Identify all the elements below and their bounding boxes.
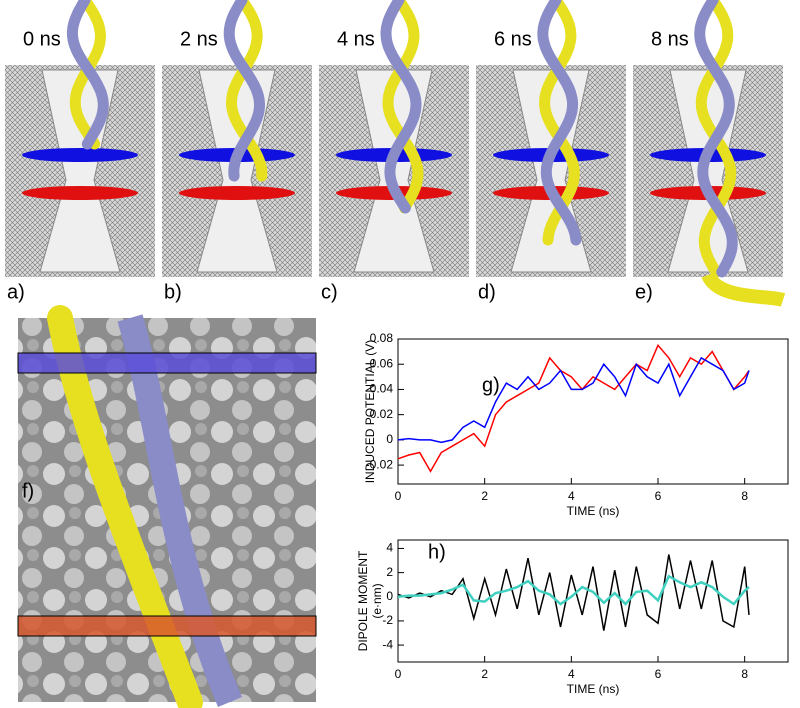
- time-label: 8 ns: [651, 28, 689, 50]
- panel-label: g): [482, 374, 500, 396]
- y-tick-label: 0.08: [370, 331, 394, 345]
- y-tick-label: 0: [386, 589, 393, 603]
- sensor-ring: [22, 186, 138, 200]
- data-line: [397, 574, 750, 606]
- x-tick-label: 4: [568, 667, 575, 681]
- y-axis-label: DIPOLE MOMENT: [356, 550, 370, 651]
- x-axis-label: TIME (ns): [567, 504, 620, 518]
- panel-label: e): [635, 281, 653, 303]
- dna-strand: [537, 0, 582, 246]
- dna-strand: [223, 0, 266, 182]
- time-label: 4 ns: [337, 28, 375, 50]
- y-tick-label: -0.02: [366, 457, 394, 471]
- panel-f: f): [17, 305, 317, 708]
- y-tick-label: 2: [386, 565, 393, 579]
- x-tick-label: 0: [395, 489, 402, 503]
- dna-strand: [701, 271, 786, 307]
- y-tick-label: 4: [386, 541, 393, 555]
- y-axis-label: INDUCED POTENTIAL (V): [363, 340, 377, 484]
- panel-label: f): [22, 480, 34, 502]
- time-label: 2 ns: [180, 28, 218, 50]
- x-tick-label: 8: [741, 667, 748, 681]
- time-label: 0 ns: [23, 28, 61, 50]
- dna-strand: [380, 0, 422, 214]
- plot-frame: [397, 338, 789, 485]
- x-tick-label: 4: [568, 489, 575, 503]
- y-tick-label: -4: [382, 637, 393, 651]
- plot-frame: [397, 539, 789, 663]
- panel-label: c): [321, 281, 338, 303]
- dna-strand: [694, 0, 738, 278]
- data-line: [397, 356, 750, 444]
- dna-strand: [382, 0, 424, 214]
- sensor-band: [17, 352, 317, 374]
- snapshot-row: 0 ns a) 2 ns b) 4 ns c) 6 ns d) 8 ns e): [5, 0, 786, 307]
- y-tick-label: 0.06: [370, 356, 394, 370]
- y-tick-label: 0: [386, 432, 393, 446]
- dna-strand: [66, 0, 109, 150]
- panel-label: a): [7, 281, 25, 303]
- x-tick-label: 2: [481, 667, 488, 681]
- y-tick-label: 0.02: [370, 407, 394, 421]
- time-label: 6 ns: [494, 28, 532, 50]
- x-tick-label: 6: [655, 489, 662, 503]
- x-tick-label: 8: [741, 489, 748, 503]
- y-axis-label: (e·nm): [370, 583, 384, 618]
- x-axis-label: TIME (ns): [567, 682, 620, 696]
- dna-strand: [225, 0, 268, 182]
- sensor-band: [17, 615, 317, 637]
- y-tick-label: -2: [382, 613, 393, 627]
- y-tick-label: 0.04: [370, 382, 394, 396]
- x-tick-label: 6: [655, 667, 662, 681]
- panel-label: h): [428, 541, 446, 563]
- x-tick-label: 2: [481, 489, 488, 503]
- dna-strand: [539, 0, 580, 246]
- sensor-ring: [179, 186, 295, 200]
- charts: 0 2 4 6 8 -0.02 0 0.02 0.04 0.06 0.08 TIME (ns) INDU…: [356, 331, 789, 696]
- x-tick-label: 0: [395, 667, 402, 681]
- data-line: [397, 343, 750, 473]
- panel-label: b): [164, 281, 182, 303]
- panel-label: d): [478, 281, 496, 303]
- sensor-ring: [22, 148, 138, 162]
